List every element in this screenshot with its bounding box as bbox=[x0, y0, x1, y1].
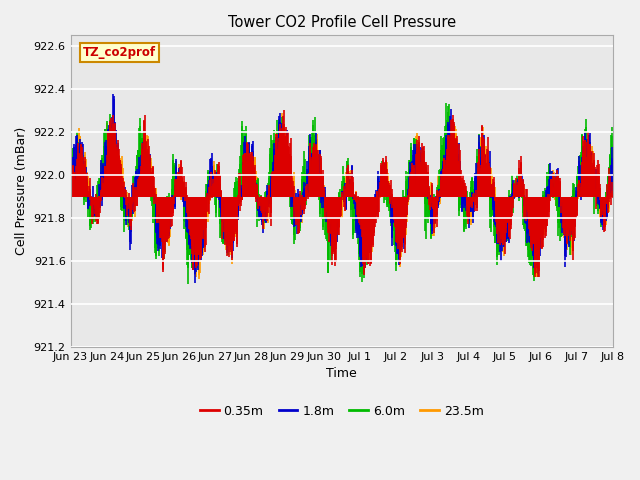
Y-axis label: Cell Pressure (mBar): Cell Pressure (mBar) bbox=[15, 127, 28, 255]
Legend: 0.35m, 1.8m, 6.0m, 23.5m: 0.35m, 1.8m, 6.0m, 23.5m bbox=[195, 400, 489, 423]
Title: Tower CO2 Profile Cell Pressure: Tower CO2 Profile Cell Pressure bbox=[228, 15, 456, 30]
X-axis label: Time: Time bbox=[326, 367, 357, 380]
Text: TZ_co2prof: TZ_co2prof bbox=[83, 46, 156, 59]
